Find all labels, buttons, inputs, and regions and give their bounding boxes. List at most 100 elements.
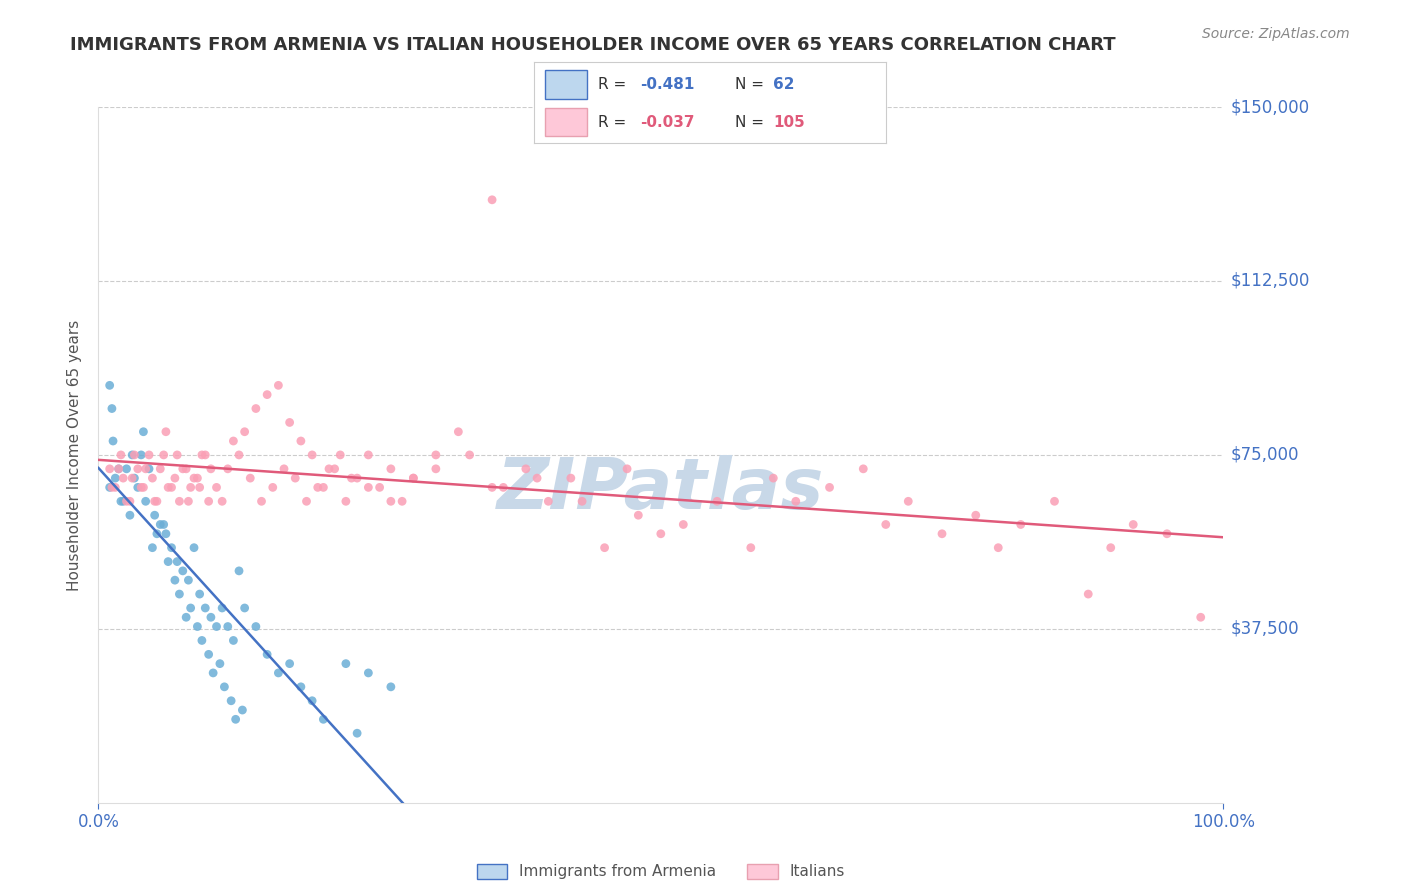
Point	[290, 680, 312, 694]
Point	[200, 610, 222, 624]
Point	[118, 508, 141, 523]
Point	[256, 648, 278, 662]
Point	[107, 462, 129, 476]
Point	[1099, 541, 1122, 555]
Point	[222, 633, 245, 648]
Point	[515, 462, 537, 476]
Point	[124, 448, 146, 462]
Point	[155, 425, 177, 439]
Point	[762, 471, 785, 485]
Point	[104, 480, 127, 494]
Point	[129, 448, 152, 462]
Point	[157, 480, 180, 494]
Point	[183, 541, 205, 555]
Point	[205, 619, 228, 633]
Point	[357, 448, 380, 462]
Point	[267, 378, 290, 392]
Point	[323, 462, 346, 476]
Point	[121, 448, 143, 462]
Point	[110, 448, 132, 462]
Point	[121, 471, 143, 485]
Text: $150,000: $150,000	[1230, 98, 1309, 116]
Point	[138, 448, 160, 462]
Point	[194, 448, 217, 462]
Text: R =: R =	[598, 115, 631, 130]
Point	[191, 633, 214, 648]
Text: $37,500: $37,500	[1230, 620, 1299, 638]
Point	[107, 462, 129, 476]
Point	[197, 648, 219, 662]
Point	[157, 555, 180, 569]
Point	[163, 573, 186, 587]
Point	[174, 610, 197, 624]
Point	[132, 425, 155, 439]
Point	[329, 448, 352, 462]
Point	[262, 480, 284, 494]
Point	[818, 480, 841, 494]
Point	[537, 494, 560, 508]
Point	[225, 712, 247, 726]
Point	[368, 480, 391, 494]
Point	[425, 448, 447, 462]
Point	[616, 462, 638, 476]
Point	[307, 480, 329, 494]
Point	[186, 619, 208, 633]
Point	[481, 480, 503, 494]
Text: N =: N =	[734, 115, 769, 130]
Point	[1010, 517, 1032, 532]
Text: N =: N =	[734, 78, 769, 93]
Point	[135, 462, 157, 476]
Point	[852, 462, 875, 476]
Text: $75,000: $75,000	[1230, 446, 1299, 464]
Point	[492, 480, 515, 494]
Point	[141, 541, 163, 555]
Point	[146, 494, 169, 508]
Point	[233, 425, 256, 439]
Point	[278, 416, 301, 430]
Point	[357, 665, 380, 680]
Point	[231, 703, 253, 717]
Point	[233, 601, 256, 615]
Point	[172, 564, 194, 578]
Text: Source: ZipAtlas.com: Source: ZipAtlas.com	[1202, 27, 1350, 41]
Point	[202, 665, 225, 680]
Point	[194, 601, 217, 615]
Point	[312, 712, 335, 726]
Point	[174, 462, 197, 476]
Point	[180, 480, 202, 494]
Point	[98, 378, 121, 392]
Point	[965, 508, 987, 523]
Point	[101, 434, 124, 448]
Point	[1077, 587, 1099, 601]
Point	[931, 526, 953, 541]
Point	[380, 680, 402, 694]
Point	[112, 494, 135, 508]
Point	[380, 462, 402, 476]
Point	[188, 587, 211, 601]
Point	[180, 601, 202, 615]
Point	[318, 462, 340, 476]
Point	[183, 471, 205, 485]
Point	[228, 564, 250, 578]
Point	[160, 541, 183, 555]
Point	[295, 494, 318, 508]
Point	[627, 508, 650, 523]
FancyBboxPatch shape	[544, 108, 588, 136]
Point	[141, 471, 163, 485]
Point	[118, 494, 141, 508]
Point	[256, 387, 278, 401]
Point	[1189, 610, 1212, 624]
Point	[875, 517, 897, 532]
Text: -0.037: -0.037	[640, 115, 695, 130]
Point	[186, 471, 208, 485]
Point	[129, 480, 152, 494]
Point	[526, 471, 548, 485]
Point	[335, 494, 357, 508]
Point	[177, 573, 200, 587]
FancyBboxPatch shape	[544, 70, 588, 98]
Point	[273, 462, 295, 476]
Point	[211, 601, 233, 615]
Point	[245, 401, 267, 416]
Point	[112, 471, 135, 485]
Point	[560, 471, 582, 485]
